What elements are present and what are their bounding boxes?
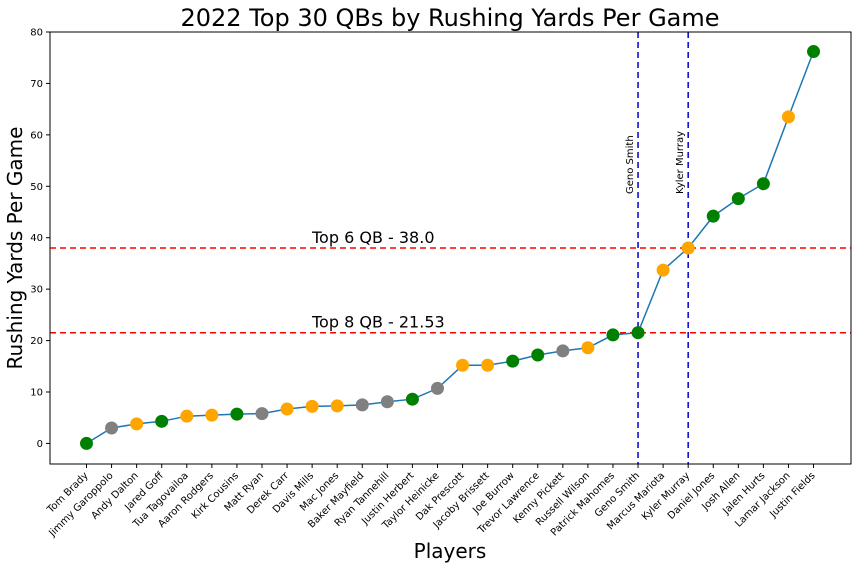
y-tick-label: 80 [30,28,43,39]
x-axis-label: Players [414,539,487,563]
data-point [205,408,219,422]
y-tick-label: 20 [30,336,43,347]
reference-hline-label: Top 6 QB - 38.0 [311,228,435,247]
data-point [380,395,394,409]
data-point [481,358,495,372]
data-point [706,209,720,223]
data-point [155,414,169,428]
chart-title: 2022 Top 30 QBs by Rushing Yards Per Gam… [180,4,719,32]
data-point [280,402,294,416]
data-point [656,263,670,277]
y-tick-label: 50 [30,182,43,193]
data-point [781,110,795,124]
data-point [731,192,745,206]
y-tick-label: 30 [30,285,43,296]
data-point [456,358,470,372]
reference-hline-label: Top 8 QB - 21.53 [311,313,445,332]
data-point [105,421,119,435]
y-tick-label: 10 [30,388,43,399]
data-point [355,398,369,412]
data-point [305,399,319,413]
data-point [681,241,695,255]
data-point [807,45,821,59]
data-point [255,407,269,421]
y-axis-label: Rushing Yards Per Game [3,127,27,370]
data-point [230,407,244,421]
data-point [430,381,444,395]
data-point [80,436,93,450]
data-point [556,344,570,358]
y-tick-label: 70 [30,79,43,90]
reference-vline-label: Geno Smith [625,135,636,194]
data-point [631,326,645,340]
data-point [180,409,194,423]
data-point [756,177,770,191]
axes-frame [49,31,852,465]
reference-vline-label: Kyler Murray [675,131,686,194]
data-point [531,348,545,362]
data-point [330,399,344,413]
data-point [130,417,144,431]
y-tick-label: 40 [30,233,43,244]
data-point [405,392,419,406]
data-point [506,354,520,368]
data-point [606,328,620,342]
data-point [581,341,595,355]
y-tick-label: 0 [37,439,43,450]
y-tick-label: 60 [30,130,43,141]
